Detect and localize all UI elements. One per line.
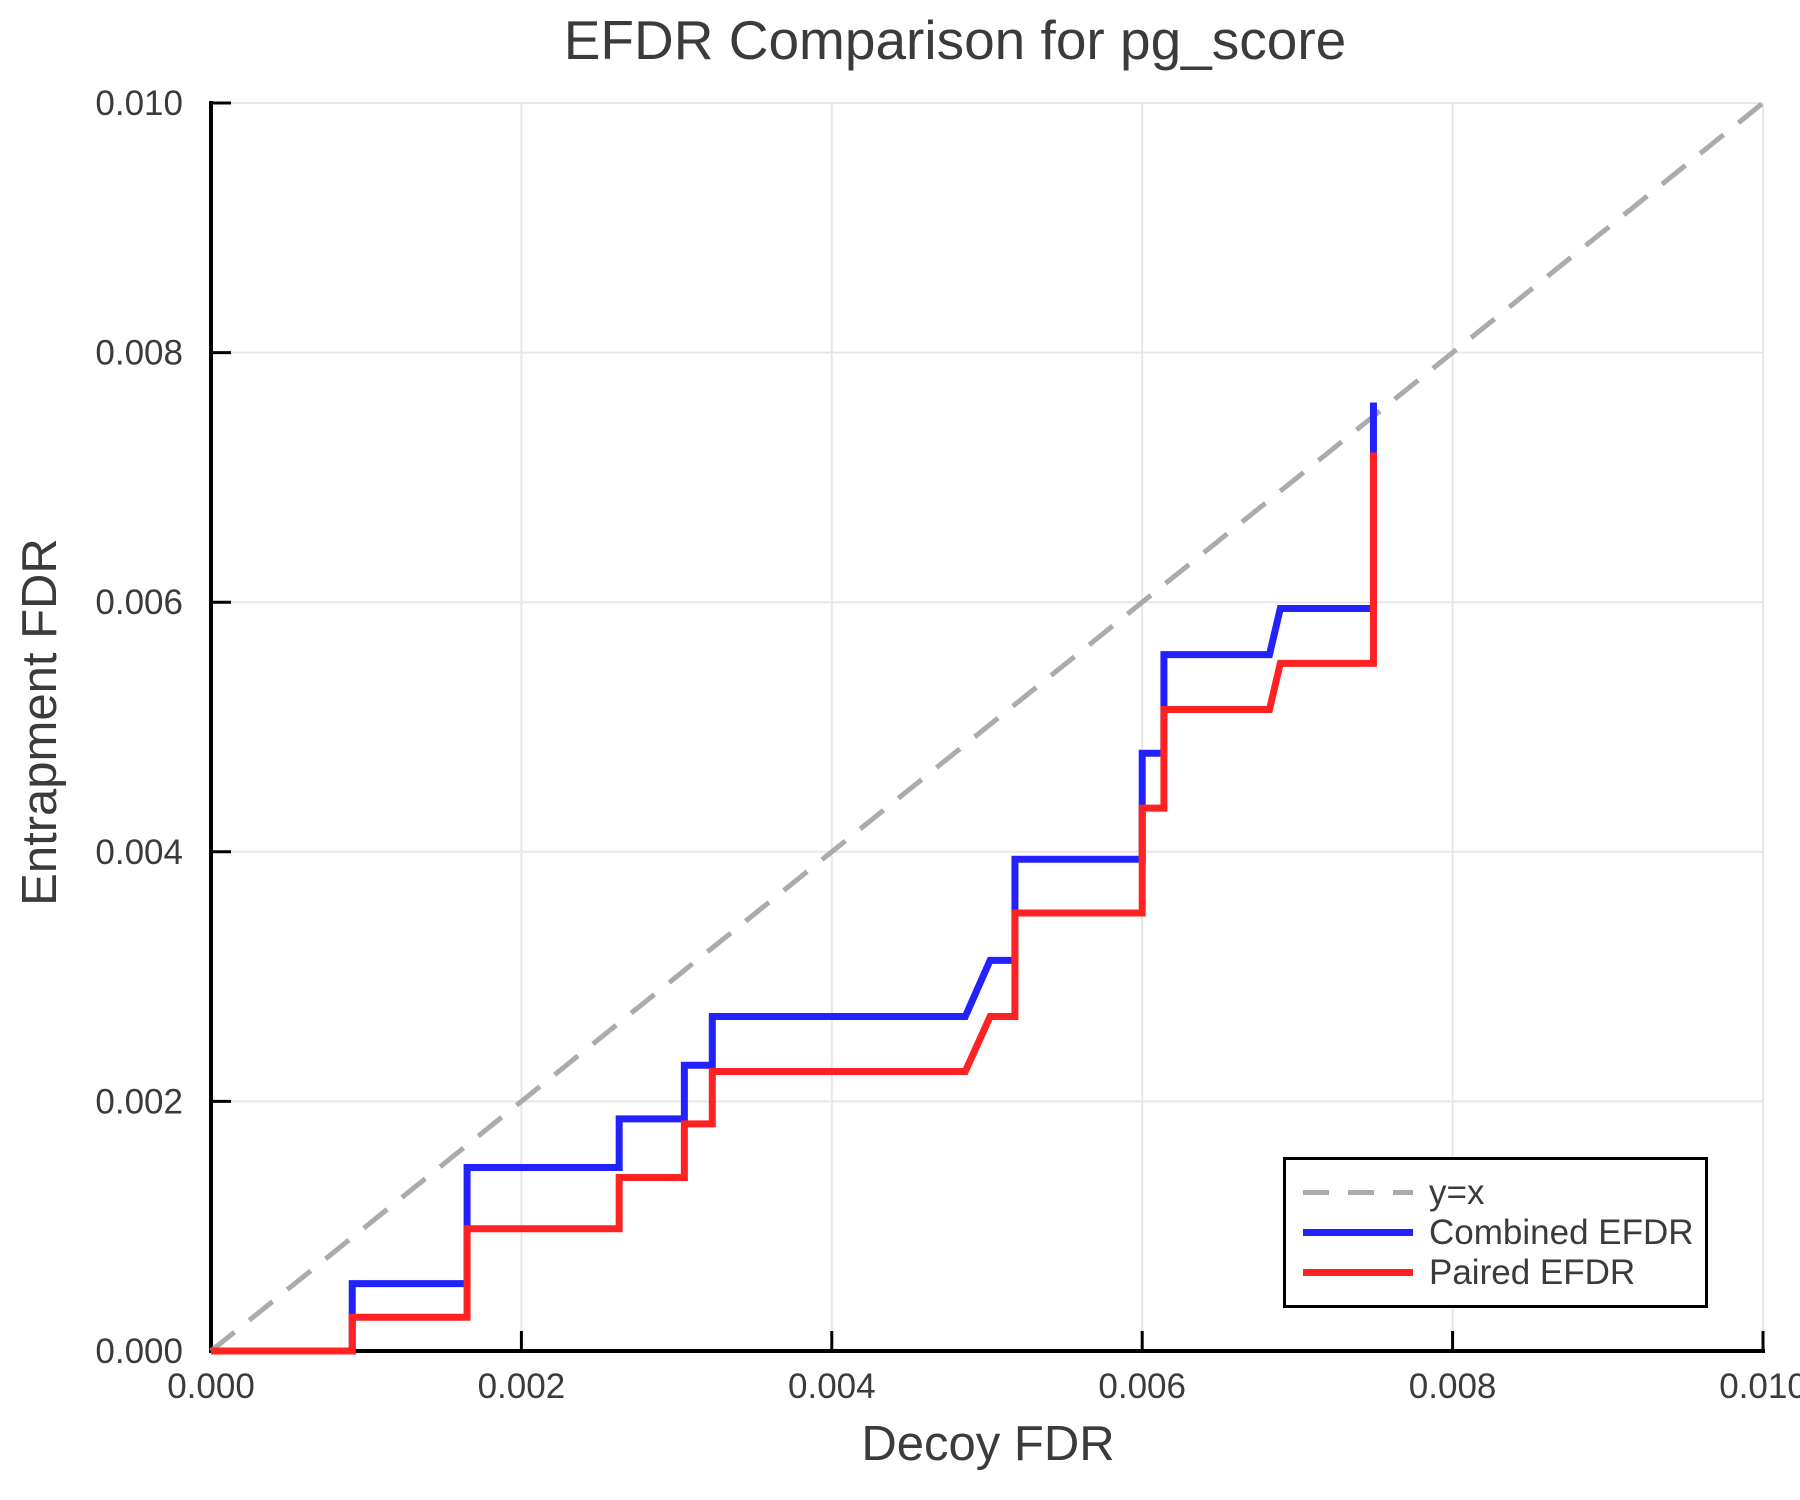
series-y-x — [209, 101, 1765, 1353]
y-tick-label: 0.008 — [95, 334, 183, 373]
legend-entry-paired-efdr: Paired EFDR — [1303, 1253, 1705, 1293]
x-tick-label: 0.002 — [478, 1367, 566, 1406]
legend-entry-combined-efdr: Combined EFDR — [1303, 1213, 1705, 1253]
series-combined-efdr — [211, 402, 1377, 1355]
legend-label-identity: y=x — [1429, 1173, 1485, 1212]
y-tick-label: 0.010 — [95, 84, 183, 123]
series-paired-efdr — [211, 452, 1377, 1355]
x-tick-label: 0.010 — [1719, 1367, 1800, 1406]
x-tick-label: 0.004 — [788, 1367, 876, 1406]
y-tick-label: 0.000 — [95, 1332, 183, 1371]
dashed-line-icon — [1303, 1190, 1413, 1195]
legend-label-paired-efdr: Paired EFDR — [1429, 1253, 1636, 1292]
x-tick-label: 0.008 — [1409, 1367, 1497, 1406]
y-tick-label: 0.002 — [95, 1082, 183, 1121]
red-line-icon — [1303, 1269, 1413, 1276]
x-axis-label: Decoy FDR — [861, 1417, 1115, 1471]
y-tick-label: 0.006 — [95, 583, 183, 622]
legend-label-combined-efdr: Combined EFDR — [1429, 1213, 1694, 1252]
chart-title: EFDR Comparison for pg_score — [563, 9, 1347, 71]
legend: y=x Combined EFDR Paired EFDR — [1283, 1157, 1708, 1308]
y-axis-label: Entrapment FDR — [13, 538, 67, 906]
y-tick-label: 0.004 — [95, 833, 183, 872]
x-tick-label: 0.006 — [1098, 1367, 1186, 1406]
blue-line-icon — [1303, 1229, 1413, 1236]
legend-entry-identity: y=x — [1303, 1173, 1705, 1213]
x-tick-label: 0.000 — [167, 1367, 255, 1406]
